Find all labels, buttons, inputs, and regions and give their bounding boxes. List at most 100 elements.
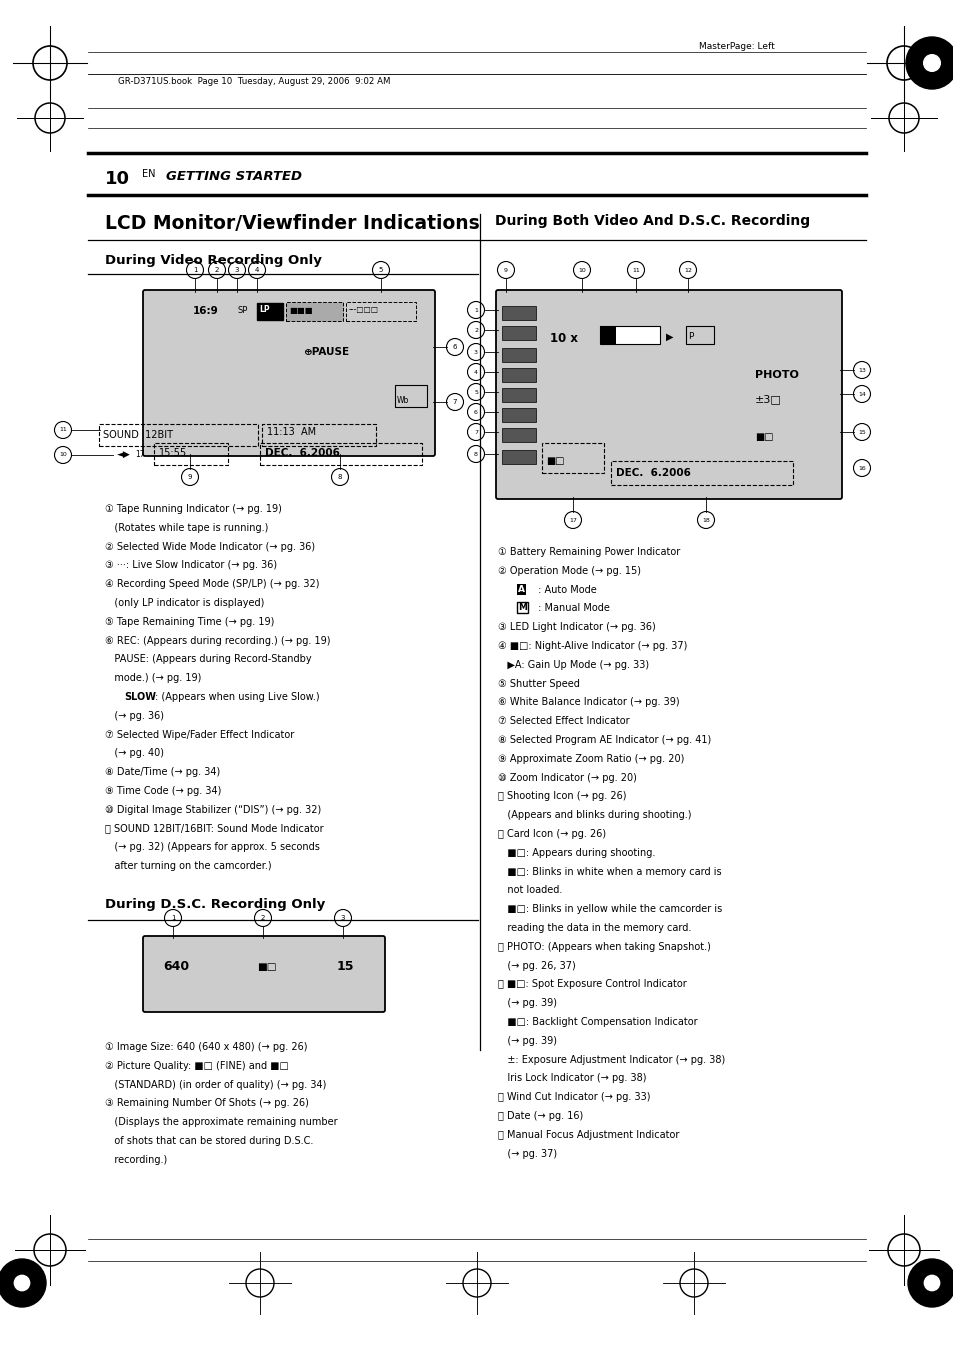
Text: 5: 5 [474,389,477,394]
Text: SOUND  12BIT: SOUND 12BIT [103,430,172,440]
Text: after turning on the camcorder.): after turning on the camcorder.) [105,861,272,871]
Text: (Rotates while tape is running.): (Rotates while tape is running.) [105,523,268,532]
Bar [599,326,616,345]
Circle shape [905,36,953,89]
Text: 10: 10 [578,267,585,273]
Text: ■□: Blinks in white when a memory card is: ■□: Blinks in white when a memory card i… [497,866,720,877]
Text: ▶A: Gain Up Mode (→ pg. 33): ▶A: Gain Up Mode (→ pg. 33) [497,659,648,670]
Text: ⑦ Selected Effect Indicator: ⑦ Selected Effect Indicator [497,716,629,727]
Bar [256,303,283,320]
Bar [685,326,713,345]
Text: SP: SP [236,305,247,315]
Text: 17: 17 [569,517,577,523]
Bar [501,450,536,463]
Text: ■□: ■□ [754,432,773,442]
Text: 15: 15 [858,430,865,435]
Text: ④ Recording Speed Mode (SP/LP) (→ pg. 32): ④ Recording Speed Mode (SP/LP) (→ pg. 32… [105,580,319,589]
Text: (→ pg. 32) (Appears for approx. 5 seconds: (→ pg. 32) (Appears for approx. 5 second… [105,843,319,852]
Text: ⑧ Selected Program AE Indicator (→ pg. 41): ⑧ Selected Program AE Indicator (→ pg. 4… [497,735,711,744]
Text: ④ ■□: Night-Alive Indicator (→ pg. 37): ④ ■□: Night-Alive Indicator (→ pg. 37) [497,640,687,651]
Bar [501,326,536,340]
Text: 10 x: 10 x [550,332,578,345]
Bar [599,326,659,345]
Text: ⑭ ■□: Spot Exposure Control Indicator: ⑭ ■□: Spot Exposure Control Indicator [497,979,686,989]
Text: ⑬ PHOTO: (Appears when taking Snapshot.): ⑬ PHOTO: (Appears when taking Snapshot.) [497,942,710,952]
Text: 5: 5 [378,267,383,273]
Text: 4: 4 [474,370,477,374]
Text: (→ pg. 36): (→ pg. 36) [105,711,164,721]
Text: ② Selected Wide Mode Indicator (→ pg. 36): ② Selected Wide Mode Indicator (→ pg. 36… [105,542,314,551]
Bar [501,349,536,362]
FancyBboxPatch shape [496,290,841,499]
Text: 3: 3 [340,915,345,921]
Text: ⑤ Shutter Speed: ⑤ Shutter Speed [497,678,579,689]
Circle shape [923,1275,939,1290]
Text: ③ LED Light Indicator (→ pg. 36): ③ LED Light Indicator (→ pg. 36) [497,623,655,632]
Text: ⑩ Zoom Indicator (→ pg. 20): ⑩ Zoom Indicator (→ pg. 20) [497,773,637,782]
Text: P: P [687,332,693,340]
Text: Iris Lock Indicator (→ pg. 38): Iris Lock Indicator (→ pg. 38) [497,1074,646,1084]
Text: 11: 11 [59,427,67,432]
Text: (→ pg. 37): (→ pg. 37) [497,1148,557,1159]
Text: ③ ···: Live Slow Indicator (→ pg. 36): ③ ···: Live Slow Indicator (→ pg. 36) [105,561,276,570]
Text: ⑮ Wind Cut Indicator (→ pg. 33): ⑮ Wind Cut Indicator (→ pg. 33) [497,1092,650,1102]
Text: 9: 9 [188,474,193,480]
Text: 3: 3 [474,350,477,354]
Text: ◄▶: ◄▶ [117,450,131,459]
Text: GETTING STARTED: GETTING STARTED [166,170,302,182]
Text: EN: EN [142,169,155,178]
Text: 7: 7 [474,430,477,435]
Text: LCD Monitor/Viewfinder Indications: LCD Monitor/Viewfinder Indications [105,213,479,232]
Text: 16: 16 [858,466,865,470]
Text: ⑥ White Balance Indicator (→ pg. 39): ⑥ White Balance Indicator (→ pg. 39) [497,697,679,708]
Text: ▶: ▶ [665,332,673,342]
Text: ■■■: ■■■ [289,305,313,315]
Text: M: M [517,604,526,612]
Text: 8: 8 [337,474,342,480]
Text: ⊕PAUSE: ⊕PAUSE [303,347,349,357]
Text: ⑰ Manual Focus Adjustment Indicator: ⑰ Manual Focus Adjustment Indicator [497,1129,679,1140]
Text: 3: 3 [234,267,239,273]
FancyBboxPatch shape [143,936,385,1012]
Text: 15: 15 [336,961,355,973]
Bar [395,385,427,407]
Text: 2: 2 [474,327,477,332]
Text: ① Battery Remaining Power Indicator: ① Battery Remaining Power Indicator [497,547,679,557]
Text: 10: 10 [59,453,67,458]
Text: ⑫ Card Icon (→ pg. 26): ⑫ Card Icon (→ pg. 26) [497,830,605,839]
Text: : Auto Mode: : Auto Mode [535,585,597,594]
Text: (Displays the approximate remaining number: (Displays the approximate remaining numb… [105,1117,337,1127]
Text: 9: 9 [503,267,507,273]
Text: 2: 2 [214,267,219,273]
Bar [501,408,536,422]
Text: 15:55: 15:55 [159,449,187,458]
Text: 10: 10 [105,170,130,188]
Text: 640: 640 [163,961,189,973]
Text: ±3□: ±3□ [754,394,781,404]
Text: GR-D371US.book  Page 10  Tuesday, August 29, 2006  9:02 AM: GR-D371US.book Page 10 Tuesday, August 2… [118,77,390,86]
Text: ② Picture Quality: ■□ (FINE) and ■□: ② Picture Quality: ■□ (FINE) and ■□ [105,1061,289,1071]
Bar [501,388,536,403]
Text: During Video Recording Only: During Video Recording Only [105,254,321,267]
Text: ⑨ Time Code (→ pg. 34): ⑨ Time Code (→ pg. 34) [105,786,221,796]
Text: (only LP indicator is displayed): (only LP indicator is displayed) [105,598,264,608]
Text: LP: LP [258,305,270,313]
Circle shape [0,1259,46,1306]
Bar [501,367,536,382]
Text: 12: 12 [683,267,691,273]
Text: ■□: Backlight Compensation Indicator: ■□: Backlight Compensation Indicator [497,1017,697,1027]
Text: 8: 8 [474,451,477,457]
Text: SLOW: SLOW [124,692,156,703]
Text: 1: 1 [193,267,197,273]
Text: ⑧ Date/Time (→ pg. 34): ⑧ Date/Time (→ pg. 34) [105,767,220,777]
FancyBboxPatch shape [143,290,435,457]
FancyBboxPatch shape [286,303,343,322]
Text: ⑨ Approximate Zoom Ratio (→ pg. 20): ⑨ Approximate Zoom Ratio (→ pg. 20) [497,754,683,763]
Text: 11:13  AM: 11:13 AM [267,427,315,436]
Circle shape [923,54,940,72]
Text: During Both Video And D.S.C. Recording: During Both Video And D.S.C. Recording [495,213,809,228]
Text: ±: Exposure Adjustment Indicator (→ pg. 38): ±: Exposure Adjustment Indicator (→ pg. … [497,1055,724,1065]
Text: of shots that can be stored during D.S.C.: of shots that can be stored during D.S.C… [105,1136,313,1146]
Text: 16:9: 16:9 [193,305,218,316]
Text: ⑥ REC: (Appears during recording.) (→ pg. 19): ⑥ REC: (Appears during recording.) (→ pg… [105,635,330,646]
